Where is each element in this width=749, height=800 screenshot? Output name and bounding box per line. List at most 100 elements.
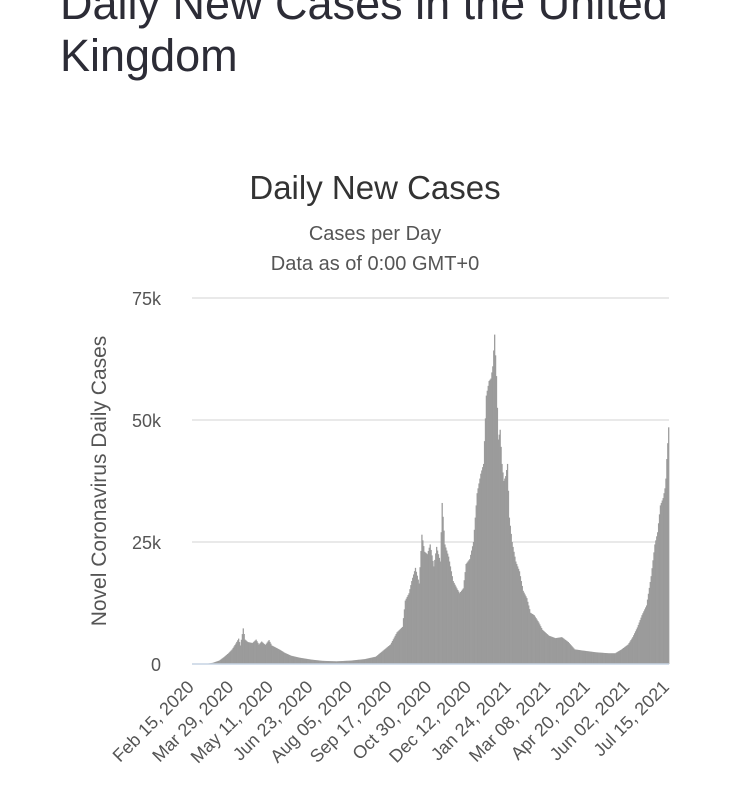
bar <box>633 635 635 664</box>
bar <box>452 581 454 664</box>
bar <box>644 609 646 664</box>
bar <box>261 642 264 664</box>
bar <box>662 498 664 664</box>
bar <box>330 661 332 664</box>
bar <box>485 395 488 664</box>
bar <box>624 646 627 664</box>
bar <box>504 478 506 664</box>
bar <box>451 576 453 664</box>
bar <box>610 653 612 664</box>
bar <box>660 502 662 664</box>
bar <box>233 646 235 664</box>
bar <box>312 659 314 664</box>
bar <box>306 658 308 664</box>
bar <box>270 643 272 664</box>
bar <box>521 585 523 664</box>
bar <box>571 646 573 664</box>
bar <box>601 652 604 664</box>
bar <box>548 635 550 664</box>
bar <box>479 478 481 664</box>
bar <box>463 580 465 664</box>
bar <box>650 576 652 664</box>
bar <box>627 644 629 664</box>
bar <box>334 661 336 664</box>
bar <box>498 434 500 664</box>
bar <box>283 652 285 664</box>
bar <box>380 652 383 664</box>
bar <box>643 611 645 664</box>
bar <box>641 615 643 664</box>
bar <box>499 429 501 664</box>
bar <box>584 650 586 664</box>
bar <box>465 563 467 664</box>
bar <box>352 660 354 664</box>
bar <box>215 661 217 664</box>
bar <box>356 659 359 664</box>
bar <box>616 652 618 664</box>
bar <box>514 556 516 664</box>
bar <box>657 523 660 664</box>
bar <box>217 660 220 664</box>
bar <box>331 661 334 664</box>
bar <box>369 657 371 664</box>
bar <box>292 656 294 664</box>
bar <box>397 631 399 664</box>
bar <box>424 551 426 664</box>
bar <box>621 649 623 664</box>
bar <box>588 651 591 664</box>
bar <box>252 642 255 664</box>
bar <box>545 633 547 664</box>
bar <box>214 662 216 664</box>
bar <box>276 648 278 664</box>
bar <box>444 544 446 664</box>
bar <box>433 566 435 664</box>
bar <box>350 660 352 664</box>
bar <box>653 552 655 664</box>
bar <box>279 649 281 664</box>
bar <box>527 601 529 664</box>
bar <box>535 618 537 664</box>
bar <box>440 532 442 664</box>
bar <box>238 642 241 664</box>
bar <box>386 647 388 664</box>
bar <box>486 390 488 664</box>
bar <box>503 481 505 664</box>
bar <box>358 659 360 664</box>
bar <box>639 620 641 664</box>
bar <box>554 638 557 664</box>
bar <box>274 647 277 664</box>
bar <box>609 653 611 664</box>
bar <box>615 652 617 664</box>
bar <box>332 661 335 664</box>
bar <box>448 561 451 664</box>
bar <box>422 540 424 664</box>
bar <box>474 517 476 664</box>
bar <box>408 593 410 664</box>
bar <box>378 654 380 664</box>
bar <box>459 593 461 664</box>
bar <box>302 658 304 664</box>
bar <box>528 605 530 664</box>
bar <box>377 655 379 664</box>
bar <box>272 645 274 664</box>
bar <box>375 656 377 664</box>
bar <box>468 560 470 664</box>
bar <box>654 544 656 664</box>
bar <box>324 660 326 664</box>
bar <box>333 661 336 664</box>
bar <box>534 616 536 664</box>
bar <box>469 559 471 664</box>
bar <box>526 598 528 664</box>
bar <box>494 355 497 664</box>
bar <box>376 655 378 664</box>
bar <box>235 643 237 664</box>
bar <box>446 550 448 664</box>
bar <box>513 551 515 664</box>
bar <box>363 659 365 664</box>
bar <box>287 654 290 664</box>
bar <box>605 653 607 664</box>
bar <box>305 658 307 664</box>
bar <box>402 618 405 664</box>
bar <box>423 546 425 664</box>
bar <box>665 478 667 664</box>
